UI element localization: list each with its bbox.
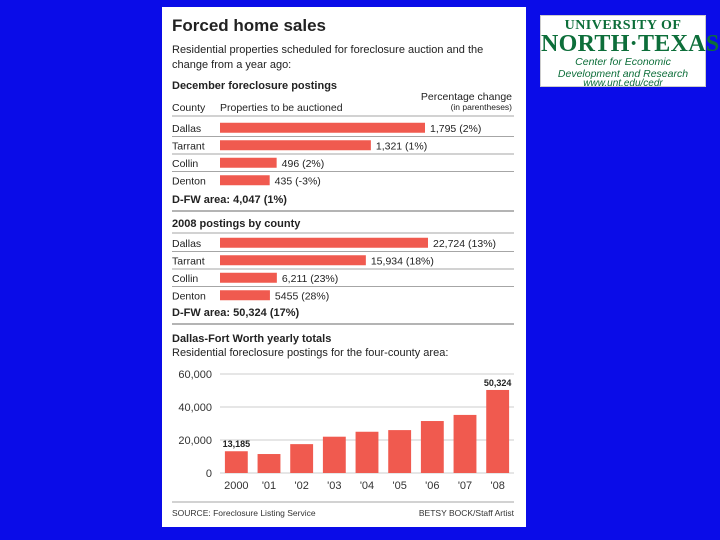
yearly-ytick-3: 60,000 [178,369,212,381]
december-bar-3 [220,175,270,186]
postings2008-heading: 2008 postings by county [172,218,301,230]
logo-line3: Center for Economic [575,56,671,68]
december-col-properties: Properties to be auctioned [220,102,343,114]
chart-subtitle-line1: Residential properties scheduled for for… [172,44,483,56]
footer-credit: BETSY BOCK/Staff Artist [419,508,515,518]
yearly-xtick-4: '04 [360,480,374,492]
footer-source: SOURCE: Foreclosure Listing Service [172,508,316,518]
chart-title: Forced home sales [172,16,326,35]
yearly-bar-1 [257,454,281,473]
yearly-ytick-1: 20,000 [178,435,212,447]
yearly-ytick-0: 0 [206,468,212,480]
infographic-panel: Forced home sales Residential properties… [162,7,526,527]
yearly-heading: Dallas-Fort Worth yearly totals [172,333,331,345]
postings2008-label-1: Tarrant [172,255,205,267]
december-value-1: 1,321 (1%) [376,140,427,152]
december-bar-2 [220,157,277,168]
postings2008-label-3: Denton [172,290,206,302]
yearly-xtick-1: '01 [262,480,276,492]
postings2008-label-0: Dallas [172,238,201,250]
postings2008-rows: Dallas 22,724 (13%) Tarrant 15,934 (18%) Col… [172,237,514,302]
postings2008-label-2: Collin [172,273,198,285]
postings2008-bar-3 [220,290,270,301]
yearly-xtick-3: '03 [327,480,341,492]
postings2008-bar-0 [220,237,428,248]
yearly-ytick-2: 40,000 [178,402,212,414]
yearly-bar-6 [420,421,444,473]
logo-line2: NORTH·TEXAS [541,31,720,57]
yearly-xtick-2: '02 [294,480,308,492]
yearly-bar-2 [290,444,314,473]
postings2008-value-1: 15,934 (18%) [371,255,434,267]
december-rows: Dallas 1,795 (2%) Tarrant 1,321 (1%) Collin 4… [172,122,514,187]
december-bar-1 [220,140,371,151]
december-col-county: County [172,102,206,114]
yearly-xtick-0: 2000 [224,480,248,492]
postings2008-bar-1 [220,255,366,266]
postings2008-value-3: 5455 (28%) [275,290,329,302]
postings2008-value-2: 6,211 (23%) [282,273,338,285]
unt-logo: UNIVERSITY OF NORTH·TEXAS Center for Eco… [540,15,720,89]
postings2008-total: D-FW area: 50,324 (17%) [172,307,299,319]
logo-line5: www.unt.edu/cedr [583,78,663,89]
yearly-chart: 0 20,000 40,000 60,000 2000 13,185 '01 '02 '03 '0… [178,369,514,492]
yearly-subheading: Residential foreclosure postings for the… [172,347,448,359]
chart-subtitle-line2: change from a year ago: [172,59,291,71]
yearly-value-label-0: 13,185 [223,439,251,449]
postings2008-value-0: 22,724 (13%) [433,238,496,250]
december-value-2: 496 (2%) [282,158,325,170]
december-col-pct: Percentage change [421,91,512,103]
december-total: D-FW area: 4,047 (1%) [172,194,287,206]
december-label-3: Denton [172,175,206,187]
infographic-svg: Forced home sales Residential properties… [172,16,515,518]
yearly-bar-4 [355,431,379,473]
yearly-xtick-6: '06 [425,480,439,492]
december-label-1: Tarrant [172,140,205,152]
yearly-xtick-8: '08 [490,480,504,492]
december-heading: December foreclosure postings [172,80,337,92]
december-label-2: Collin [172,158,198,170]
december-col-pct-note: (in parentheses) [451,102,513,112]
logo-line4: Development and Research [557,67,689,80]
postings2008-bar-2 [220,272,277,283]
yearly-bar-5 [388,430,412,473]
yearly-bar-3 [322,436,346,473]
yearly-bar-0 [224,451,248,473]
yearly-bar-7 [453,414,477,473]
december-value-3: 435 (-3%) [275,175,321,187]
december-bar-0 [220,122,425,133]
yearly-xtick-7: '07 [458,480,472,492]
yearly-value-label-8: 50,324 [484,378,512,388]
december-value-0: 1,795 (2%) [430,123,481,135]
logo-line1: UNIVERSITY OF [564,18,682,33]
december-label-0: Dallas [172,123,201,135]
yearly-xtick-5: '05 [392,480,406,492]
yearly-bar-8 [486,389,510,473]
